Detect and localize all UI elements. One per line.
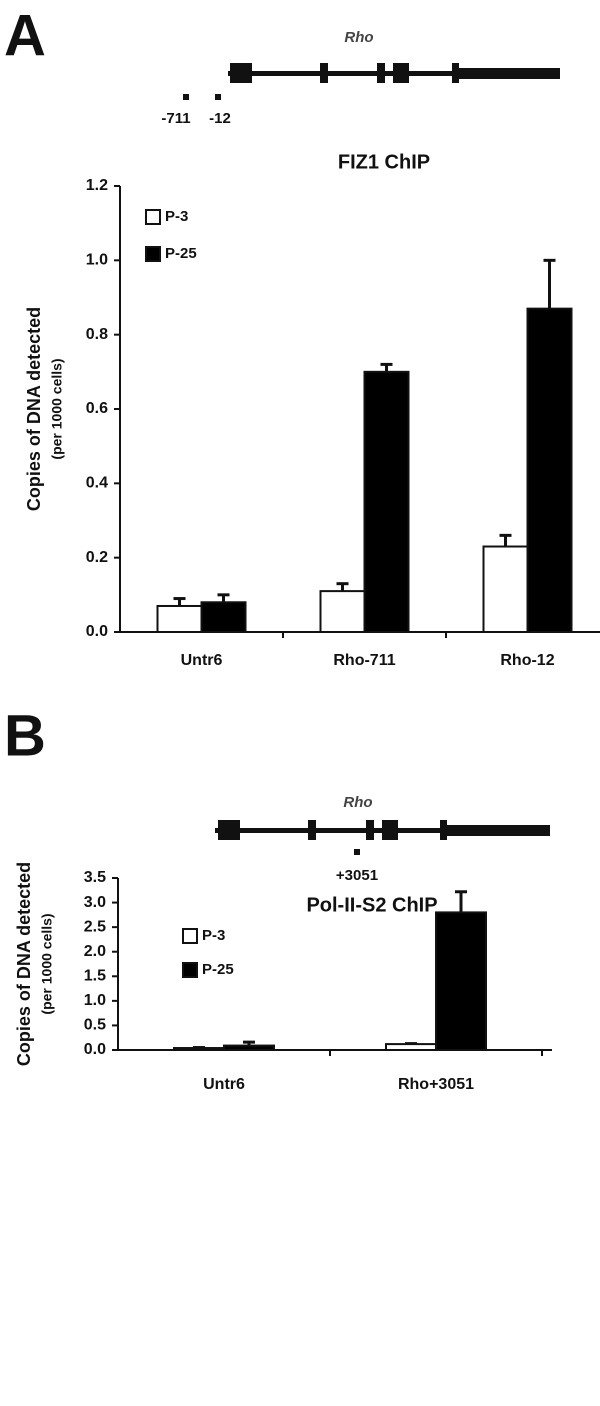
legend-label: P-25 [202,961,234,978]
bar [385,1043,437,1052]
bar [482,545,529,633]
y-tick-label: 1.5 [84,968,106,985]
y-tick-label: 1.2 [86,177,108,194]
site-label: +3051 [336,867,378,884]
panel-label: A [4,3,46,68]
y-tick-label: 0.5 [84,1017,106,1034]
y-tick-label: 3.0 [84,894,106,911]
gene-diagram [215,820,550,855]
y-tick-label: 2.0 [84,943,106,960]
bar [363,370,410,633]
bar [200,601,247,633]
bar [435,911,487,1052]
y-axis-sublabel: (per 1000 cells) [39,913,55,1014]
y-tick-label: 1.0 [84,992,106,1009]
legend-swatch [182,928,198,944]
x-tick-label: Untr6 [203,1076,245,1093]
gene-diagram [183,63,560,100]
site-label: -12 [209,110,231,127]
y-tick-label: 0.2 [86,549,108,566]
legend-swatch [145,246,161,262]
legend-label: P-25 [165,245,197,262]
gene-label: Rho [344,29,373,46]
y-tick-label: 0.4 [86,475,108,492]
legend-swatch [145,209,161,225]
legend-label: P-3 [202,927,225,944]
chart-title: FIZ1 ChIP [338,151,430,173]
bar [526,307,573,633]
bar [223,1044,275,1052]
y-axis-label: Copies of DNA detected [24,307,44,511]
y-tick-label: 0.6 [86,400,108,417]
panel-label: B [4,703,46,768]
gene-label: Rho [343,794,372,811]
y-tick-label: 0.0 [84,1041,106,1058]
y-tick-label: 0.0 [86,623,108,640]
site-label: -711 [161,110,190,127]
y-tick-label: 3.5 [84,869,106,886]
x-tick-label: Rho-711 [333,652,395,669]
bar [156,604,203,634]
chart-title: Pol-II-S2 ChIP [306,894,437,916]
y-tick-label: 0.8 [86,326,108,343]
y-axis-sublabel: (per 1000 cells) [49,358,65,459]
bar [319,590,366,633]
bar [173,1047,225,1052]
y-tick-label: 2.5 [84,918,106,935]
y-tick-label: 1.0 [86,252,108,269]
y-axis-label: Copies of DNA detected [14,862,34,1066]
legend-swatch [182,962,198,978]
legend-label: P-3 [165,208,188,225]
x-tick-label: Rho+3051 [398,1076,474,1093]
x-tick-label: Rho-12 [500,652,554,669]
x-tick-label: Untr6 [181,652,223,669]
